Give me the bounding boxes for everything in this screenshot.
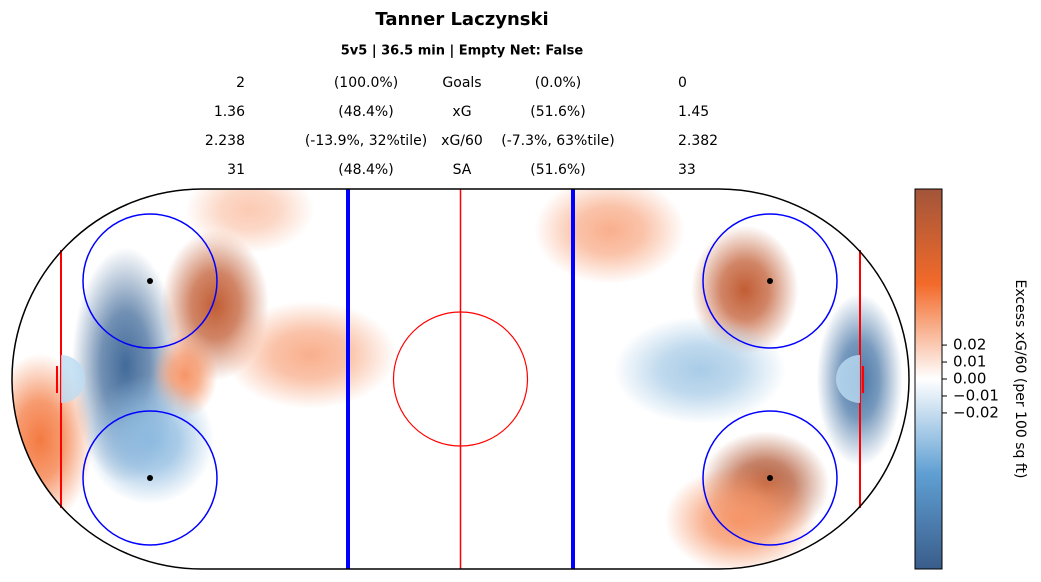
colorbar-label: Excess xG/60 (per 100 sq ft) <box>1012 280 1028 479</box>
chart-subtitle: 5v5 | 36.5 min | Empty Net: False <box>341 44 584 59</box>
faceoff-circle <box>82 410 218 546</box>
stat-cell: 33 <box>678 162 696 178</box>
stat-cell: 0 <box>678 75 687 91</box>
faceoff-dot <box>767 475 773 481</box>
faceoff-dot <box>767 278 773 284</box>
stat-cell: (48.4%) <box>338 162 393 178</box>
stat-cell: xG/60 <box>441 133 483 149</box>
stat-cell: (-13.9%, 32%tile) <box>305 133 427 149</box>
hotspot <box>85 375 215 505</box>
colorbar-tick-label: 0.00 <box>953 370 986 388</box>
heatmap <box>12 189 903 569</box>
rink <box>11 188 910 570</box>
header-mask <box>198 176 722 188</box>
stat-cell: 1.45 <box>678 104 709 120</box>
faceoff-circle <box>702 213 838 349</box>
colorbar <box>914 188 943 570</box>
stat-cell: (0.0%) <box>535 75 582 91</box>
hotspot <box>613 316 787 424</box>
faceoff-circle <box>82 213 218 349</box>
stat-cell: 2 <box>236 75 245 91</box>
boards <box>11 188 910 570</box>
goal-crease <box>61 355 85 403</box>
stat-cell: SA <box>453 162 472 178</box>
hotspot <box>534 189 686 284</box>
stat-cell: 2.238 <box>205 133 245 149</box>
colorbar-tick-label: −0.02 <box>953 403 999 421</box>
hotspot <box>185 189 315 254</box>
colorbar-tick-label: 0.02 <box>953 336 986 354</box>
stat-cell: xG <box>452 104 471 120</box>
colorbar-tick-label: −0.01 <box>953 386 999 404</box>
faceoff-dot <box>147 475 153 481</box>
stat-cell: 1.36 <box>214 104 245 120</box>
stat-cell: (100.0%) <box>334 75 398 91</box>
stat-cell: (51.6%) <box>530 104 585 120</box>
center-circle <box>392 311 529 447</box>
stat-cell: (51.6%) <box>530 162 585 178</box>
stat-cell: 2.382 <box>678 133 718 149</box>
stat-cell: Goals <box>442 75 481 91</box>
faceoff-dot <box>147 278 153 284</box>
hotspot <box>224 301 397 409</box>
stat-cell: (-7.3%, 63%tile) <box>501 133 614 149</box>
stat-cell: 31 <box>227 162 245 178</box>
colorbar-tick-label: 0.01 <box>953 353 986 371</box>
faceoff-circle <box>702 410 838 546</box>
hotspot <box>664 466 816 569</box>
goal-crease <box>836 355 860 403</box>
stat-cell: (48.4%) <box>338 104 393 120</box>
chart-title: Tanner Laczynski <box>375 9 548 30</box>
